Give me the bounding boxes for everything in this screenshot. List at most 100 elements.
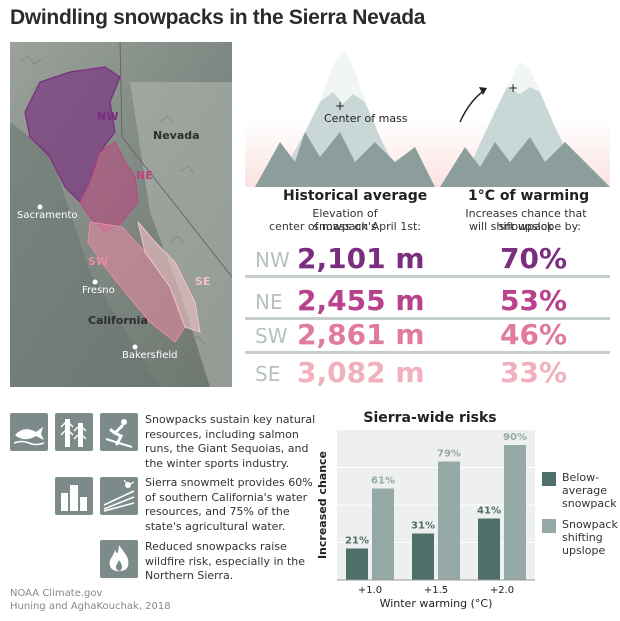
california-label: California (88, 314, 148, 327)
historical-heading: Historical average (283, 188, 428, 204)
bar (438, 461, 460, 580)
fire-icon (100, 540, 138, 578)
region-label: SW (255, 324, 288, 348)
chart-svg: Sierra-wide risks Increased chance 21% 61% +… (316, 410, 535, 610)
sacramento-label: Sacramento (17, 210, 78, 221)
legend-line: Below- (562, 471, 600, 484)
bullet-natural-resources: Snowpacks sustain key natural resources,… (145, 413, 315, 471)
fresno-label: Fresno (82, 285, 115, 296)
legend-line: upslope (562, 544, 606, 557)
fresno-dot (92, 279, 98, 285)
mountains-panel: + + Center of mass (245, 42, 610, 187)
legend-swatch-upslope (542, 519, 556, 533)
se-region (137, 221, 201, 333)
ne-region (79, 141, 139, 233)
row-divider (245, 317, 610, 320)
data-label: 21% (345, 536, 369, 547)
se-tag: SE (195, 275, 211, 288)
legend-line: average (562, 484, 608, 497)
x-tick-label: +1.0 (358, 585, 382, 596)
region-label: NW (255, 248, 290, 272)
city-icon (55, 477, 93, 515)
bar (478, 518, 500, 580)
elevation-value: 2,861 m (297, 318, 425, 351)
sw-tag: SW (88, 255, 109, 268)
bullet-wildfire: Reduced snowpacks raise wildfire risk, e… (145, 540, 305, 584)
region-label: NE (255, 290, 283, 314)
legend-below-average: Below- average snowpack (562, 471, 617, 510)
legend-line: snowpack (562, 497, 617, 510)
credit-citation: Huning and AghaKouchak, 2018 (10, 601, 171, 612)
bullet-line: state's agricultural water. (145, 519, 286, 533)
legend-line: shifting (562, 531, 603, 544)
bullet-line: wildfire risk, especially in the (145, 554, 306, 568)
region-row-nw: NW 2,101 m 70% (245, 242, 610, 278)
y-axis-label: Increased chance (316, 451, 329, 559)
nevada-label: Nevada (153, 129, 200, 142)
sierra-wide-risks-chart: Sierra-wide risks Increased chance 21% 61% +… (310, 405, 618, 617)
bakersfield-label: Bakersfield (122, 350, 178, 361)
data-label: 79% (437, 449, 461, 460)
x-tick-label: +1.5 (424, 585, 448, 596)
region-row-ne: NE 2,455 m 53% (245, 284, 610, 320)
legend-line: Snowpack (562, 518, 618, 531)
bullet-line: Sierra snowmelt provides 60% (145, 476, 313, 489)
sequoia-icon (55, 413, 93, 451)
nw-region (24, 66, 121, 204)
bar (412, 533, 434, 580)
skier-icon (100, 413, 138, 451)
svg-text:+: + (335, 99, 345, 113)
bar (504, 445, 526, 580)
center-of-mass-label: Center of mass (324, 112, 408, 125)
sw-region (87, 221, 186, 343)
ne-tag: NE (136, 169, 153, 182)
data-label: 90% (503, 432, 527, 443)
region-row-se: SE 3,082 m 33% (245, 356, 610, 392)
elevation-value: 2,455 m (297, 284, 425, 317)
data-label: 61% (371, 476, 395, 487)
bullet-line: runs, the Giant Sequoias, and (145, 442, 309, 455)
row-divider (245, 351, 610, 354)
data-label: 41% (477, 506, 501, 517)
historical-sub1: Elevation of snowpack's (312, 207, 378, 233)
elevation-value: 3,082 m (297, 356, 425, 389)
mountains-graphic: + + (255, 52, 610, 187)
chart-title: Sierra-wide risks (363, 410, 496, 426)
svg-text:+: + (508, 81, 518, 95)
credits: NOAA Climate.gov Huning and AghaKouchak,… (10, 587, 171, 613)
sierra-nevada-map: Nevada California Sacramento Fresno Bake… (10, 42, 232, 387)
bullet-water-resources: Sierra snowmelt provides 60% of southern… (145, 476, 313, 534)
bullet-line: the winter sports industry. (145, 456, 290, 470)
region-row-sw: SW 2,861 m 46% (245, 318, 610, 354)
warming-sub1: Increases chance that snowpack (465, 207, 587, 233)
bullet-line: Reduced snowpacks raise (145, 540, 287, 553)
bullet-line: resources, and 75% of the (145, 505, 290, 518)
bullet-line: Northern Sierra. (145, 569, 234, 582)
sacramento-dot (37, 204, 43, 210)
bullet-line: Snowpacks sustain key natural (145, 413, 316, 426)
nw-tag: NW (97, 110, 119, 123)
credit-source: NOAA Climate.gov (10, 588, 103, 599)
bullet-line: resources, including salmon (145, 427, 299, 441)
salmon-icon (10, 413, 48, 451)
legend-swatch-below-average (542, 472, 556, 486)
legend-upslope: Snowpack shifting upslope (562, 518, 618, 557)
historical-sub2: center of mass on April 1st: (269, 220, 421, 233)
bar (346, 548, 368, 580)
chance-value: 46% (500, 318, 568, 351)
bakersfield-dot (132, 344, 138, 350)
data-label: 31% (411, 521, 435, 532)
warming-sub2: will shift upslope by: (468, 220, 582, 233)
region-label: SE (255, 362, 281, 386)
chance-value: 70% (500, 242, 568, 275)
x-tick-label: +2.0 (490, 585, 514, 596)
x-axis-label: Winter warming (°C) (380, 597, 493, 610)
elevation-value: 2,101 m (297, 242, 425, 275)
chance-value: 33% (500, 356, 568, 389)
upslope-arrow (459, 89, 486, 123)
map-graphic (10, 42, 232, 387)
warming-heading: 1°C of warming (468, 188, 590, 204)
chance-value: 53% (500, 284, 568, 317)
farm-icon (100, 477, 138, 515)
bar (372, 488, 394, 580)
